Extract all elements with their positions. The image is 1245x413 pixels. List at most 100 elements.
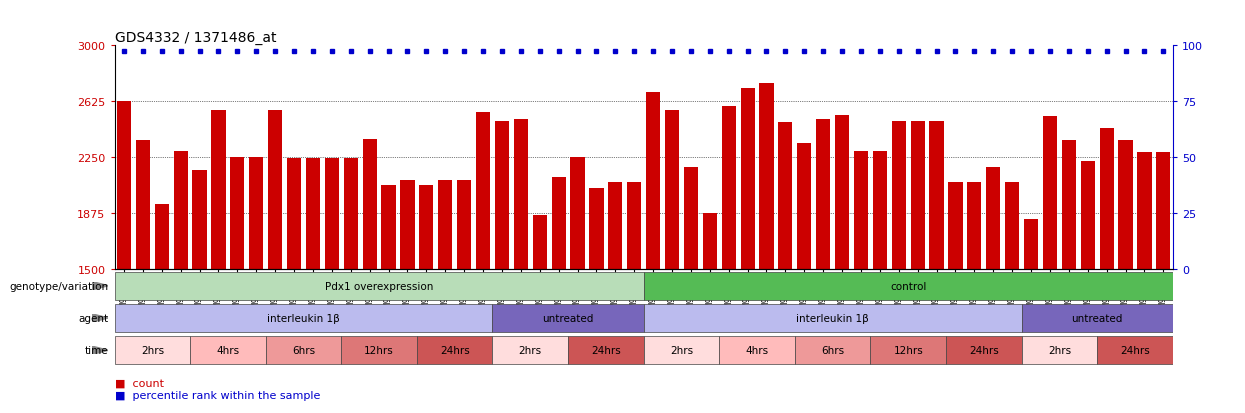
Bar (665, 111, 679, 269)
Text: interleukin 1β: interleukin 1β (268, 313, 340, 323)
Bar (249, 157, 264, 269)
Bar (870, 337, 946, 364)
Bar (778, 123, 793, 269)
Bar (493, 304, 644, 332)
Text: 24hrs: 24hrs (591, 345, 621, 356)
Text: control: control (890, 281, 926, 291)
Bar (306, 159, 320, 269)
Bar (1081, 161, 1094, 269)
Bar (759, 84, 773, 269)
Bar (891, 121, 906, 269)
Text: GDS4332 / 1371486_at: GDS4332 / 1371486_at (115, 31, 276, 45)
Bar (568, 337, 644, 364)
Bar (154, 205, 169, 269)
Bar (930, 121, 944, 269)
Bar (794, 337, 870, 364)
Text: 4hrs: 4hrs (217, 345, 239, 356)
Bar (533, 215, 547, 269)
Text: ■  percentile rank within the sample: ■ percentile rank within the sample (115, 390, 320, 400)
Bar (1157, 153, 1170, 269)
Bar (609, 183, 622, 269)
Bar (1099, 129, 1114, 269)
Bar (344, 159, 357, 269)
Bar (457, 181, 471, 269)
Text: 2hrs: 2hrs (519, 345, 542, 356)
Bar (193, 171, 207, 269)
Text: 4hrs: 4hrs (746, 345, 768, 356)
Text: 6hrs: 6hrs (291, 345, 315, 356)
Text: 24hrs: 24hrs (1120, 345, 1150, 356)
Text: 12hrs: 12hrs (894, 345, 923, 356)
Bar (644, 272, 1173, 300)
Bar (702, 214, 717, 269)
Bar (1022, 337, 1097, 364)
Bar (986, 168, 1000, 269)
Bar (117, 102, 131, 269)
Bar (552, 178, 565, 269)
Bar (325, 159, 339, 269)
Bar (1005, 183, 1020, 269)
Bar (115, 272, 644, 300)
Bar (115, 304, 493, 332)
Bar (646, 93, 660, 269)
Bar (1022, 304, 1173, 332)
Bar (493, 337, 568, 364)
Bar (136, 141, 149, 269)
Bar (797, 144, 812, 269)
Bar (854, 151, 868, 269)
Text: 6hrs: 6hrs (820, 345, 844, 356)
Bar (288, 159, 301, 269)
Bar (684, 168, 698, 269)
Text: 2hrs: 2hrs (141, 345, 164, 356)
Bar (644, 304, 1022, 332)
Bar (1023, 220, 1038, 269)
Bar (381, 185, 396, 269)
Bar (514, 120, 528, 269)
Bar (873, 151, 886, 269)
Text: 12hrs: 12hrs (365, 345, 393, 356)
Bar (722, 107, 736, 269)
Bar (627, 183, 641, 269)
Bar (1097, 337, 1173, 364)
Bar (420, 185, 433, 269)
Text: Pdx1 overexpression: Pdx1 overexpression (325, 281, 433, 291)
Bar (362, 139, 377, 269)
Bar (212, 111, 225, 269)
Bar (265, 337, 341, 364)
Bar (1118, 141, 1133, 269)
Bar (401, 181, 415, 269)
Text: ■  count: ■ count (115, 378, 163, 388)
Bar (1062, 141, 1076, 269)
Text: time: time (85, 345, 108, 356)
Bar (438, 181, 452, 269)
Bar (115, 337, 190, 364)
Polygon shape (92, 346, 108, 354)
Bar (476, 112, 491, 269)
Bar (967, 183, 981, 269)
Bar (589, 188, 604, 269)
Bar (341, 337, 417, 364)
Bar (173, 151, 188, 269)
Bar (494, 121, 509, 269)
Text: 2hrs: 2hrs (670, 345, 693, 356)
Bar (741, 89, 754, 269)
Bar (817, 120, 830, 269)
Text: agent: agent (78, 313, 108, 323)
Polygon shape (92, 282, 108, 290)
Bar (949, 183, 962, 269)
Bar (644, 337, 720, 364)
Bar (1043, 117, 1057, 269)
Text: 24hrs: 24hrs (969, 345, 998, 356)
Text: interleukin 1β: interleukin 1β (797, 313, 869, 323)
Bar (230, 157, 244, 269)
Text: 24hrs: 24hrs (439, 345, 469, 356)
Bar (268, 111, 283, 269)
Text: 2hrs: 2hrs (1048, 345, 1071, 356)
Bar (190, 337, 265, 364)
Polygon shape (92, 314, 108, 323)
Text: untreated: untreated (1072, 313, 1123, 323)
Bar (835, 116, 849, 269)
Bar (720, 337, 794, 364)
Bar (910, 121, 925, 269)
Bar (1138, 153, 1152, 269)
